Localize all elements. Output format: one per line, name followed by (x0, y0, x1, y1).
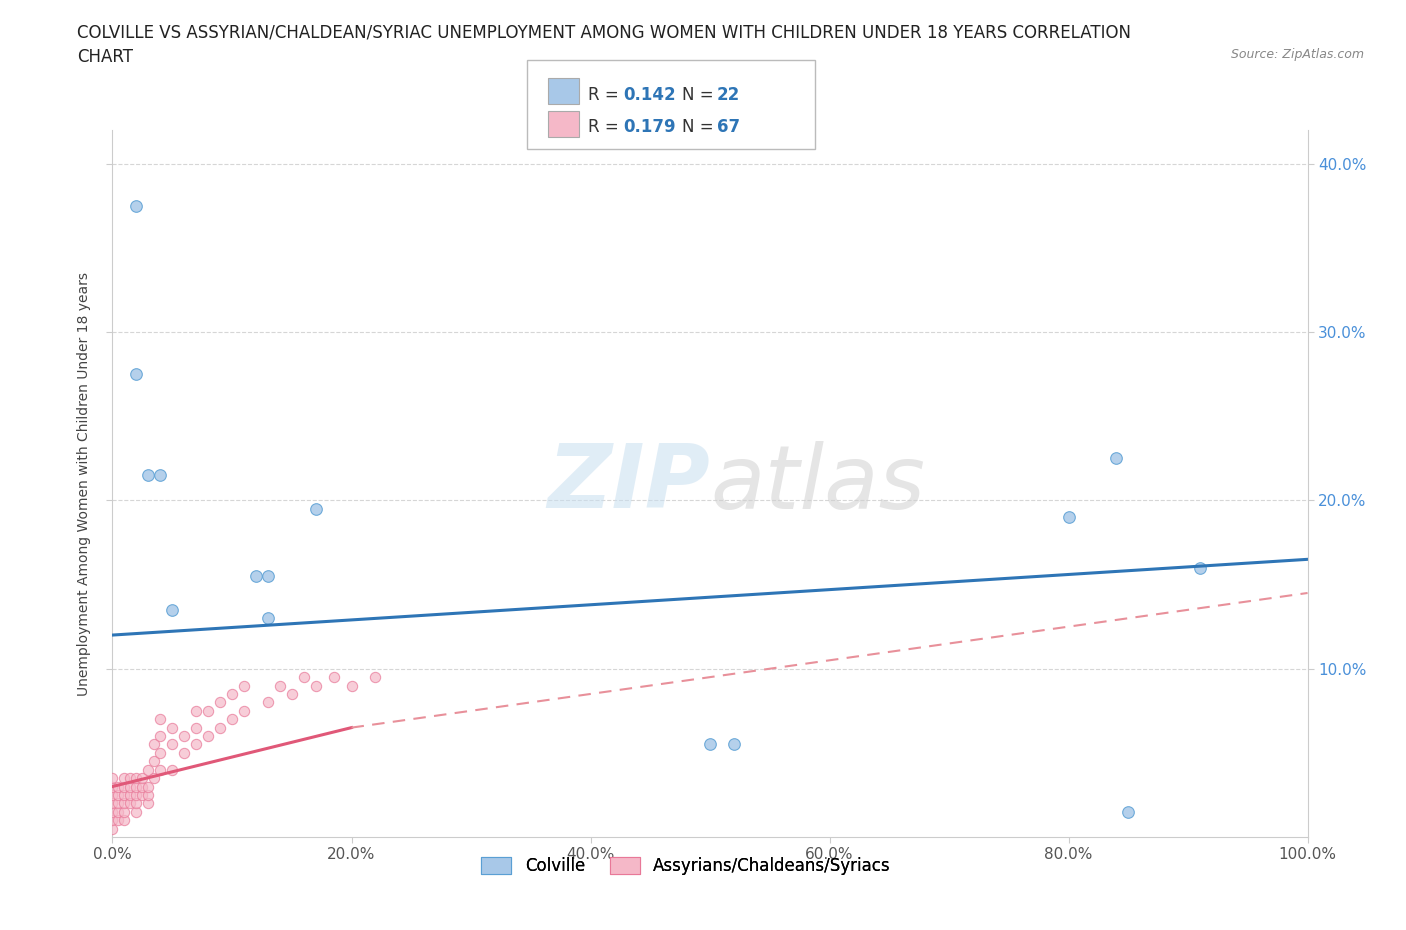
Point (107, 813, 129, 828)
Point (162, 763, 183, 777)
Point (125, 198, 148, 213)
Point (245, 569, 267, 584)
Point (131, 771, 153, 786)
Point (101, 771, 124, 786)
Point (257, 569, 280, 584)
Y-axis label: Unemployment Among Women with Children Under 18 years: Unemployment Among Women with Children U… (77, 272, 91, 696)
Point (138, 763, 160, 777)
Point (281, 686, 304, 701)
Point (114, 788, 135, 803)
Point (101, 821, 124, 836)
Point (114, 771, 135, 786)
Point (143, 737, 166, 751)
Point (257, 611, 280, 626)
Point (114, 804, 135, 819)
Point (1057, 510, 1080, 525)
Text: CHART: CHART (77, 48, 134, 66)
Point (120, 779, 142, 794)
Point (221, 711, 243, 726)
Point (114, 779, 135, 794)
Point (101, 796, 124, 811)
Point (120, 796, 142, 811)
Point (209, 720, 232, 735)
Point (305, 501, 328, 516)
Text: atlas: atlas (710, 441, 925, 526)
Point (186, 720, 208, 735)
Point (197, 703, 219, 718)
Legend: Colville, Assyrians/Chaldeans/Syriacs: Colville, Assyrians/Chaldeans/Syriacs (475, 850, 897, 882)
Point (120, 788, 142, 803)
Point (149, 728, 172, 743)
Text: 0.179: 0.179 (623, 118, 675, 137)
Point (162, 603, 183, 618)
Point (257, 695, 280, 710)
Point (125, 779, 148, 794)
Point (131, 779, 153, 794)
Point (322, 670, 344, 684)
Point (149, 711, 172, 726)
Point (149, 763, 172, 777)
Point (125, 804, 148, 819)
Point (1105, 451, 1128, 466)
Point (209, 695, 232, 710)
Point (233, 678, 256, 693)
Point (162, 737, 183, 751)
Point (125, 796, 148, 811)
Point (221, 686, 243, 701)
Text: 0.142: 0.142 (623, 86, 675, 104)
Point (197, 728, 219, 743)
Point (138, 468, 160, 483)
Point (138, 796, 160, 811)
Point (114, 813, 135, 828)
Point (162, 720, 183, 735)
Text: R =: R = (588, 86, 624, 104)
Point (305, 678, 328, 693)
Point (143, 771, 166, 786)
Point (723, 737, 745, 751)
Text: 22: 22 (717, 86, 741, 104)
Point (120, 771, 142, 786)
Point (186, 703, 208, 718)
Point (149, 468, 172, 483)
Point (1118, 804, 1140, 819)
Point (125, 788, 148, 803)
Point (125, 771, 148, 786)
Point (149, 746, 172, 761)
Point (269, 678, 291, 693)
Point (101, 788, 124, 803)
Text: ZIP: ZIP (547, 440, 710, 527)
Point (101, 804, 124, 819)
Point (131, 788, 153, 803)
Text: 67: 67 (717, 118, 740, 137)
Point (107, 804, 129, 819)
Point (107, 788, 129, 803)
Point (292, 670, 315, 684)
Text: N =: N = (682, 86, 718, 104)
Point (143, 754, 166, 769)
Point (173, 728, 195, 743)
Point (125, 366, 148, 381)
Text: N =: N = (682, 118, 718, 137)
Point (138, 788, 160, 803)
Point (173, 746, 195, 761)
Text: Source: ZipAtlas.com: Source: ZipAtlas.com (1230, 48, 1364, 61)
Point (138, 779, 160, 794)
Point (364, 670, 387, 684)
Point (699, 737, 721, 751)
Point (101, 779, 124, 794)
Point (340, 678, 363, 693)
Point (101, 813, 124, 828)
Point (107, 779, 129, 794)
Point (233, 703, 256, 718)
Point (1189, 560, 1212, 575)
Point (186, 737, 208, 751)
Point (107, 796, 129, 811)
Text: R =: R = (588, 118, 624, 137)
Point (114, 796, 135, 811)
Text: COLVILLE VS ASSYRIAN/CHALDEAN/SYRIAC UNEMPLOYMENT AMONG WOMEN WITH CHILDREN UNDE: COLVILLE VS ASSYRIAN/CHALDEAN/SYRIAC UNE… (77, 23, 1132, 41)
